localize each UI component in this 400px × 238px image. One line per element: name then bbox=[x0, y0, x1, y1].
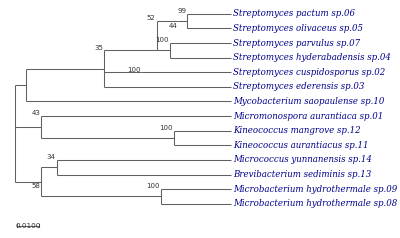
Text: Micromonospora aurantiaca sp.01: Micromonospora aurantiaca sp.01 bbox=[233, 112, 384, 121]
Text: 34: 34 bbox=[46, 154, 56, 160]
Text: Kineococcus mangrove sp.12: Kineococcus mangrove sp.12 bbox=[233, 126, 361, 135]
Text: Streptomyces cuspidosporus sp.02: Streptomyces cuspidosporus sp.02 bbox=[233, 68, 386, 77]
Text: 58: 58 bbox=[31, 183, 40, 189]
Text: Streptomyces parvulus sp.07: Streptomyces parvulus sp.07 bbox=[233, 39, 360, 48]
Text: 99: 99 bbox=[177, 8, 186, 14]
Text: 35: 35 bbox=[94, 45, 103, 51]
Text: Streptomyces ederensis sp.03: Streptomyces ederensis sp.03 bbox=[233, 82, 365, 91]
Text: Streptomyces olivaceus sp.05: Streptomyces olivaceus sp.05 bbox=[233, 24, 363, 33]
Text: 52: 52 bbox=[147, 15, 156, 21]
Text: Micrococcus yunnanensis sp.14: Micrococcus yunnanensis sp.14 bbox=[233, 155, 372, 164]
Text: Streptomyces pactum sp.06: Streptomyces pactum sp.06 bbox=[233, 9, 355, 18]
Text: Streptomyces hyderabadensis sp.04: Streptomyces hyderabadensis sp.04 bbox=[233, 53, 391, 62]
Text: 100: 100 bbox=[146, 183, 160, 189]
Text: Microbacterium hydrothermale sp.09: Microbacterium hydrothermale sp.09 bbox=[233, 185, 398, 194]
Text: 43: 43 bbox=[31, 110, 40, 116]
Text: Kineococcus aurantiacus sp.11: Kineococcus aurantiacus sp.11 bbox=[233, 141, 369, 150]
Text: Mycobacterium saopaulense sp.10: Mycobacterium saopaulense sp.10 bbox=[233, 97, 385, 106]
Text: 0.0100: 0.0100 bbox=[16, 223, 41, 229]
Text: 100: 100 bbox=[160, 125, 173, 131]
Text: 44: 44 bbox=[169, 23, 177, 29]
Text: 100: 100 bbox=[127, 67, 140, 73]
Text: Microbacterium hydrothermale sp.08: Microbacterium hydrothermale sp.08 bbox=[233, 199, 398, 208]
Text: 100: 100 bbox=[155, 37, 169, 43]
Text: Brevibacterium sediminis sp.13: Brevibacterium sediminis sp.13 bbox=[233, 170, 372, 179]
